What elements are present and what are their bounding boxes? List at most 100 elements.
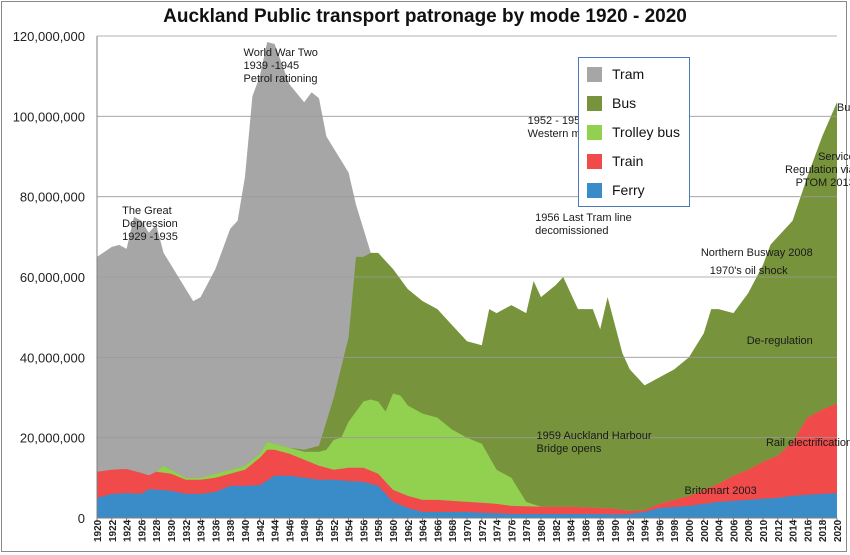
- annotation: 1956 Last Tram line decomissioned: [535, 212, 632, 237]
- x-tick-label: 2014: [789, 519, 800, 542]
- annotation: Britomart 2003: [685, 485, 757, 497]
- x-tick-label: 1954: [345, 519, 356, 542]
- x-tick-label: 1924: [123, 519, 134, 542]
- legend-swatch-bus: [587, 95, 602, 111]
- annotation-line: PTOM 2013: [796, 177, 850, 189]
- x-tick-label: 2010: [759, 519, 770, 542]
- x-tick-label: 1994: [641, 519, 652, 542]
- x-tick-label: 1998: [670, 519, 681, 542]
- x-tick-label: 1950: [315, 519, 326, 542]
- area-bus: [97, 102, 837, 519]
- annotation-line: Petrol rationing: [244, 73, 318, 85]
- annotation-line: Northern Busway 2008: [701, 247, 813, 259]
- legend-label-ferry: Ferry: [612, 182, 645, 198]
- legend: Tram Bus Trolley bus Train Ferry: [578, 57, 690, 207]
- x-tick-label: 1978: [522, 519, 533, 542]
- x-tick-label: 1940: [241, 519, 252, 542]
- x-tick-label: 2006: [729, 519, 740, 542]
- legend-item-train: Train: [587, 153, 643, 169]
- annotation-line: Service: [818, 151, 850, 163]
- x-tick-label: 1996: [655, 519, 666, 542]
- annotation-line: 1959 Auckland Harbour: [537, 430, 652, 442]
- annotation: World War Two 1939 -1945 Petrol rationing: [244, 47, 318, 85]
- legend-label-train: Train: [612, 153, 644, 169]
- annotation-line: Regulation via: [785, 164, 850, 176]
- y-tick-label: 0: [78, 511, 85, 526]
- chart-title: Auckland Public transport patronage by m…: [163, 6, 687, 27]
- x-tick-label: 1928: [152, 519, 163, 542]
- x-tick-label: 1936: [211, 519, 222, 542]
- x-tick-label: 1956: [359, 519, 370, 542]
- y-tick-label: 60,000,000: [20, 270, 85, 285]
- annotation-line: Britomart 2003: [685, 485, 757, 497]
- x-tick-label: 1974: [493, 519, 504, 542]
- annotation: 1959 Auckland Harbour Bridge opens: [537, 430, 652, 455]
- annotation-line: 1939 -1945: [244, 60, 300, 72]
- annotation-line: 1929 -1935: [122, 231, 178, 243]
- annotation-line: 1970's oil shock: [710, 265, 788, 277]
- annotation-line: World War Two: [244, 47, 318, 59]
- x-tick-label: 1962: [404, 519, 415, 542]
- x-tick-label: 1958: [374, 519, 385, 542]
- x-tick-label: 2008: [744, 519, 755, 542]
- legend-item-trolley-bus: Trolley bus: [587, 124, 680, 140]
- annotation-line: decomissioned: [535, 225, 608, 237]
- x-tick-label: 1944: [271, 519, 282, 542]
- x-tick-label: 1992: [626, 519, 637, 542]
- x-tick-label: 1938: [226, 519, 237, 542]
- x-tick-label: 1960: [389, 519, 400, 542]
- x-tick-label: 1972: [478, 519, 489, 542]
- y-tick-label: 80,000,000: [20, 190, 85, 205]
- x-tick-label: 1986: [581, 519, 592, 542]
- x-tick-label: 1926: [137, 519, 148, 542]
- legend-item-ferry: Ferry: [587, 182, 645, 198]
- x-tick-label: 2016: [803, 519, 814, 542]
- annotation-line: Bus New Network: [837, 102, 850, 114]
- annotation-line: Rail electrification 2015: [766, 437, 850, 449]
- annotation-line: Bridge opens: [537, 443, 602, 455]
- x-tick-label: 1982: [552, 519, 563, 542]
- x-tick-label: 1930: [167, 519, 178, 542]
- x-tick-label: 2004: [715, 519, 726, 542]
- annotation: 1970's oil shock: [710, 265, 788, 277]
- legend-swatch-train: [587, 153, 602, 169]
- y-tick-label: 40,000,000: [20, 350, 85, 365]
- x-tick-label: 2020: [833, 519, 844, 542]
- x-tick-label: 1976: [507, 519, 518, 542]
- x-tick-label: 2002: [700, 519, 711, 542]
- x-tick-label: 2012: [774, 519, 785, 542]
- x-tick-label: 1922: [108, 519, 119, 542]
- x-tick-label: 1990: [611, 519, 622, 542]
- y-tick-label: 20,000,000: [20, 431, 85, 446]
- x-tick-label: 2000: [685, 519, 696, 542]
- annotation: De-regulation: [747, 335, 813, 347]
- annotation: Rail electrification 2015: [766, 437, 850, 449]
- x-tick-label: 1952: [330, 519, 341, 542]
- x-tick-label: 1988: [596, 519, 607, 542]
- legend-label-trolley-bus: Trolley bus: [612, 124, 680, 140]
- x-tick-label: 1966: [433, 519, 444, 542]
- x-tick-label: 1946: [285, 519, 296, 542]
- annotation-line: 1956 Last Tram line: [535, 212, 632, 224]
- x-tick-label: 1934: [197, 519, 208, 542]
- annotation: The Great Depression 1929 -1935: [122, 205, 178, 243]
- x-tick-label: 1980: [537, 519, 548, 542]
- legend-swatch-tram: [587, 66, 602, 82]
- x-tick-label: 1932: [182, 519, 193, 542]
- area-tram: [97, 42, 371, 518]
- x-tick-label: 1948: [300, 519, 311, 542]
- x-tick-label: 1964: [419, 519, 430, 542]
- annotation-line: The Great: [122, 205, 172, 217]
- legend-label-tram: Tram: [612, 66, 645, 82]
- annotation-line: Depression: [122, 218, 178, 230]
- y-tick-label: 100,000,000: [13, 109, 85, 124]
- legend-item-tram: Tram: [587, 66, 644, 82]
- legend-swatch-trolley-bus: [587, 124, 602, 140]
- area-ferry: [97, 475, 837, 518]
- y-tick-label: 120,000,000: [13, 29, 85, 44]
- x-tick-label: 1968: [448, 519, 459, 542]
